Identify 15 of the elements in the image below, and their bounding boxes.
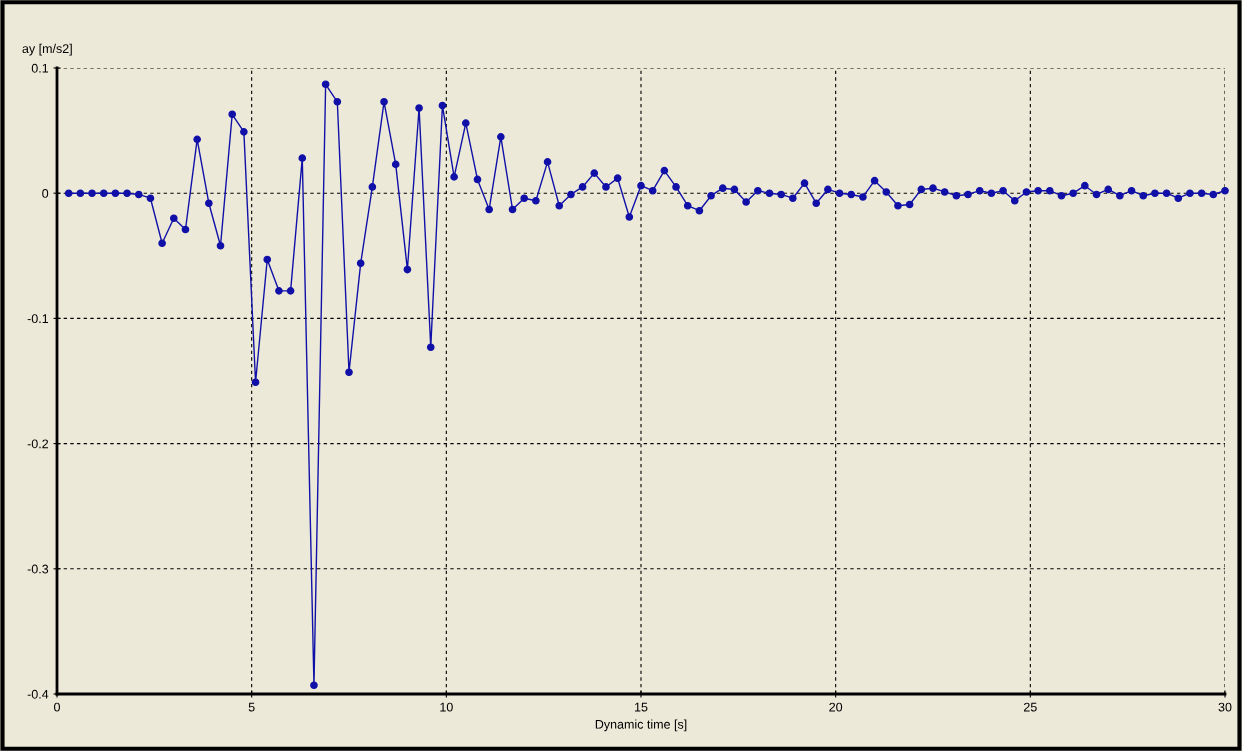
y-tick-label: -0.3 (27, 564, 49, 574)
y-tick-label: -0.4 (27, 689, 49, 699)
x-tick-label: 15 (635, 702, 648, 712)
x-tick-label: 30 (1218, 702, 1232, 712)
x-tick-label: 0 (54, 702, 60, 712)
x-tick-label: 10 (440, 702, 453, 712)
x-tick-label: 5 (248, 702, 255, 712)
y-tick-label: -0.1 (27, 314, 49, 324)
y-tick-label: -0.2 (27, 439, 49, 449)
x-tick-label: 20 (829, 702, 843, 712)
y-tick-label: 0 (42, 189, 49, 198)
y-axis-title: ay [m/s2] (22, 43, 72, 56)
y-tick-label: 0.1 (31, 63, 49, 73)
x-axis-title: Dynamic time [s] (595, 719, 687, 732)
x-tick-label: 25 (1024, 702, 1037, 712)
